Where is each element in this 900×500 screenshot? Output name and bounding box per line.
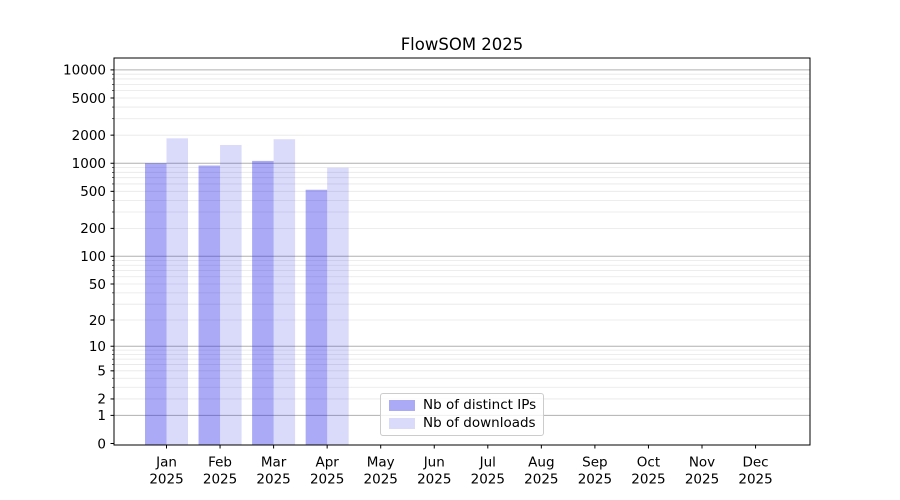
x-tick-label-month: Jun bbox=[423, 455, 445, 471]
x-tick-label-month: Jan bbox=[155, 455, 177, 471]
x-tick-label-year: 2025 bbox=[685, 472, 719, 488]
x-tick-label-year: 2025 bbox=[471, 472, 505, 488]
x-tick-label-month: Aug bbox=[528, 455, 554, 471]
y-tick-label: 20 bbox=[89, 313, 106, 329]
x-tick-label-year: 2025 bbox=[578, 472, 612, 488]
y-tick-label: 200 bbox=[80, 221, 106, 237]
y-tick-label: 50 bbox=[89, 277, 106, 293]
x-tick-label-year: 2025 bbox=[364, 472, 398, 488]
bar-distinct-ips-jan bbox=[145, 163, 167, 445]
bar-downloads-mar bbox=[273, 139, 296, 445]
y-tick-label: 0 bbox=[97, 436, 106, 452]
plot-border bbox=[113, 57, 811, 446]
y-tick-label: 5000 bbox=[72, 91, 106, 107]
x-tick-label-month: Jul bbox=[479, 455, 496, 471]
x-tick-label-year: 2025 bbox=[631, 472, 665, 488]
bar-distinct-ips-apr bbox=[305, 189, 328, 445]
bar-distinct-ips-feb bbox=[198, 165, 221, 446]
x-tick-label-year: 2025 bbox=[524, 472, 558, 488]
chart-title: FlowSOM 2025 bbox=[400, 35, 524, 54]
x-tick-label-year: 2025 bbox=[256, 472, 290, 488]
x-tick-label-month: Oct bbox=[637, 455, 660, 471]
x-tick-label-year: 2025 bbox=[203, 472, 237, 488]
y-tick-label: 500 bbox=[80, 184, 106, 200]
x-tick-label-month: Mar bbox=[261, 455, 287, 471]
y-tick-label: 1000 bbox=[72, 156, 106, 172]
legend-swatch-downloads bbox=[389, 417, 415, 429]
bar-downloads-feb bbox=[220, 144, 242, 445]
y-tick-label: 10000 bbox=[63, 63, 106, 79]
x-tick-label-year: 2025 bbox=[417, 472, 451, 488]
legend-label-distinct-ips: Nb of distinct IPs bbox=[423, 397, 537, 413]
x-tick-label-year: 2025 bbox=[310, 472, 344, 488]
x-tick-label-month: Sep bbox=[582, 455, 607, 471]
y-tick-label: 2000 bbox=[72, 128, 106, 144]
legend-swatch-distinct-ips bbox=[389, 400, 415, 412]
y-tick-label: 100 bbox=[80, 249, 106, 265]
y-tick-label: 5 bbox=[97, 364, 106, 380]
x-tick-label-month: Nov bbox=[689, 455, 715, 471]
y-tick-label: 1 bbox=[97, 408, 106, 424]
legend-label-downloads: Nb of downloads bbox=[423, 414, 536, 431]
x-tick-label-year: 2025 bbox=[149, 472, 183, 488]
legend-item-distinct-ips: Nb of distinct IPs bbox=[389, 397, 537, 413]
x-tick-label-month: May bbox=[367, 455, 395, 471]
bar-distinct-ips-mar bbox=[252, 160, 274, 445]
x-tick-label-month: Feb bbox=[208, 455, 232, 471]
y-tick-label: 2 bbox=[97, 392, 106, 408]
x-tick-label-month: Dec bbox=[742, 455, 768, 471]
x-tick-label-year: 2025 bbox=[738, 472, 772, 488]
x-tick-label-month: Apr bbox=[315, 455, 339, 471]
legend: Nb of distinct IPs Nb of downloads bbox=[380, 393, 544, 436]
bar-downloads-jan bbox=[166, 138, 188, 446]
bar-downloads-apr bbox=[327, 167, 349, 445]
y-tick-label: 10 bbox=[89, 339, 106, 355]
legend-item-downloads: Nb of downloads bbox=[389, 414, 536, 431]
